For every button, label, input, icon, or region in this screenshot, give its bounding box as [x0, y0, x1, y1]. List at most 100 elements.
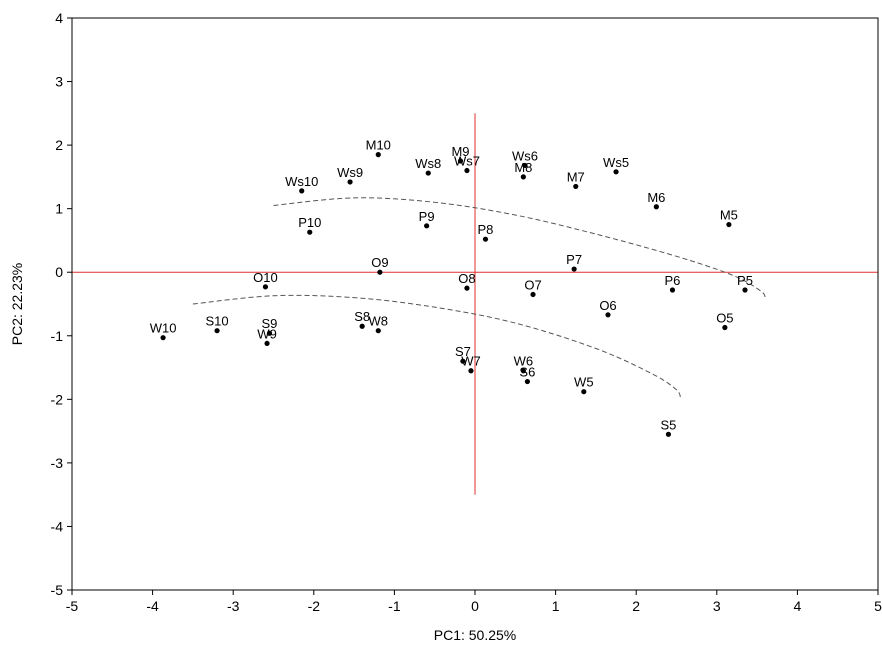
data-point-w8 — [375, 328, 381, 334]
data-point-ws6 — [522, 162, 528, 169]
x-axis-title: PC1: 50.25% — [434, 627, 517, 643]
y-tick-label: -2 — [51, 391, 64, 407]
point-label-o8: O8 — [458, 271, 475, 286]
data-point-ws7 — [464, 167, 470, 174]
point-label-w8: W8 — [369, 314, 389, 329]
data-point-o6 — [605, 312, 611, 318]
data-point-m5 — [726, 221, 732, 228]
data-point-ws8 — [425, 170, 431, 176]
x-tick-label: -5 — [66, 598, 79, 614]
point-label-p8: P8 — [478, 222, 494, 237]
x-tick-label: 2 — [632, 598, 640, 614]
x-tick-label: 4 — [794, 598, 802, 614]
data-point-s7 — [460, 358, 466, 364]
point-label-m5: M5 — [720, 208, 738, 223]
y-tick-label: 0 — [55, 264, 63, 280]
point-label-s5: S5 — [660, 417, 676, 432]
point-label-p6: P6 — [665, 273, 681, 288]
x-tick-label: -4 — [146, 598, 159, 614]
point-label-m7: M7 — [567, 169, 585, 184]
reference-lines — [72, 113, 878, 495]
point-label-m8: M8 — [514, 160, 532, 175]
data-point-m8 — [520, 174, 526, 180]
point-label-ws7: Ws7 — [454, 154, 480, 169]
data-point-ws5 — [613, 169, 619, 175]
data-point-p6 — [669, 287, 676, 293]
point-label-m6: M6 — [647, 190, 665, 205]
data-point-ws10 — [299, 188, 305, 194]
data-point-p7 — [571, 266, 577, 272]
point-label-o7: O7 — [524, 277, 541, 292]
point-label-o5: O5 — [716, 311, 733, 326]
data-point-p10 — [307, 229, 313, 235]
data-point-m10 — [375, 152, 381, 158]
data-point-w9 — [264, 340, 270, 347]
data-point-s10 — [214, 328, 220, 334]
point-label-ws5: Ws5 — [603, 155, 629, 170]
x-tick-label: -3 — [227, 598, 240, 614]
x-tick-label: -1 — [388, 598, 401, 614]
y-tick-label: -3 — [51, 455, 64, 471]
point-label-m10: M10 — [366, 138, 391, 153]
point-label-s7: S7 — [455, 344, 471, 359]
data-point-p9 — [424, 223, 430, 229]
data-point-o9 — [377, 269, 383, 275]
data-point-p5 — [742, 287, 748, 293]
point-label-p9: P9 — [419, 209, 435, 224]
y-tick-label: 2 — [55, 137, 63, 153]
y-axis-title: PC2: 22.23% — [9, 263, 25, 346]
y-tick-label: -4 — [51, 518, 64, 534]
data-point-s9 — [266, 330, 273, 336]
data-point-o5 — [722, 324, 728, 331]
data-point-s8 — [359, 323, 365, 329]
point-label-p7: P7 — [566, 252, 582, 267]
point-label-o9: O9 — [371, 255, 388, 270]
data-point-ws9 — [347, 179, 353, 185]
point-label-o10: O10 — [253, 270, 278, 285]
data-point-w10 — [160, 335, 166, 341]
point-label-w9: W9 — [257, 326, 277, 341]
point-label-s6: S6 — [519, 365, 535, 380]
data-point-m7 — [573, 183, 579, 190]
data-point-m6 — [653, 204, 659, 210]
data-point-o8 — [464, 285, 470, 291]
data-point-w5 — [581, 389, 587, 395]
dashed-curve-2 — [192, 294, 682, 399]
x-tick-label: 0 — [471, 598, 479, 614]
axis-ticks: -5 -4 -3 -2 -1 0 1 2 3 4 5 -5 -4 -3 -2 -1 0 1 2 3 4 — [51, 10, 883, 614]
point-label-p10: P10 — [298, 215, 321, 230]
point-label-ws6: Ws6 — [512, 148, 538, 163]
x-tick-label: 3 — [713, 598, 721, 614]
data-point-p8 — [482, 236, 489, 242]
dashed-curves — [192, 197, 766, 399]
x-tick-label: 5 — [874, 598, 882, 614]
point-label-w5: W5 — [574, 375, 594, 390]
point-label-s9: S9 — [262, 316, 278, 331]
point-label-m9: M9 — [451, 144, 469, 159]
y-tick-label: 4 — [55, 10, 63, 26]
y-tick-label: -5 — [51, 582, 64, 598]
point-label-o6: O6 — [599, 298, 616, 313]
y-tick-label: -1 — [51, 328, 64, 344]
data-point-o7 — [530, 291, 536, 298]
point-label-w6: W6 — [514, 354, 534, 369]
data-point-m9 — [457, 158, 464, 164]
y-tick-label: 3 — [55, 74, 63, 90]
x-tick-label: -2 — [308, 598, 321, 614]
data-point-o10 — [262, 284, 269, 290]
data-point-s6 — [524, 378, 530, 385]
point-label-w7: W7 — [461, 354, 481, 369]
point-label-ws8: Ws8 — [415, 156, 441, 171]
point-label-p5: P5 — [737, 273, 753, 288]
y-tick-label: 1 — [55, 201, 63, 217]
point-label-w10: W10 — [150, 321, 177, 336]
point-label-s8: S8 — [354, 309, 370, 324]
data-point-w6 — [520, 368, 526, 374]
point-label-ws9: Ws9 — [337, 165, 363, 180]
x-tick-label: 1 — [552, 598, 560, 614]
data-point-s5 — [665, 431, 672, 437]
point-label-ws10: Ws10 — [285, 174, 318, 189]
